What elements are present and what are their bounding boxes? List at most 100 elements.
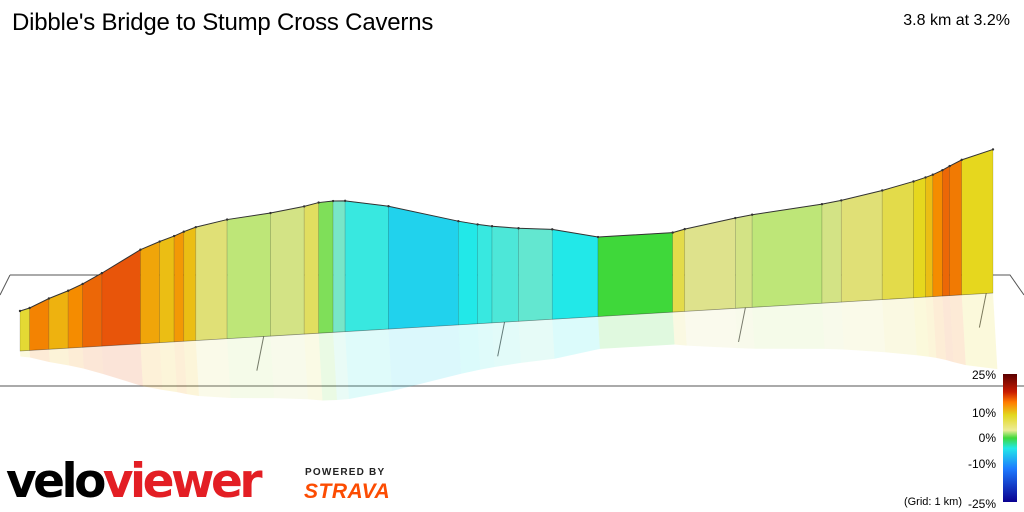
segment-reflection [48,348,70,366]
segment-reflection [882,297,917,356]
segment-reflection [183,340,199,397]
grade-segment [961,149,994,296]
grade-segment [913,177,926,299]
elevation-point [931,173,934,176]
grade-segment [551,228,599,320]
grade-segment [840,190,883,303]
segment-reflection [318,332,337,401]
grade-segment [458,220,478,326]
segment-reflection [518,319,555,363]
elevation-point [172,234,176,238]
legend-label-minus10: -10% [967,457,996,471]
elevation-point [840,199,843,202]
elevation-point [734,216,737,220]
elevation-point [820,202,824,206]
elevation-point [302,205,306,208]
grade-segment [672,228,686,313]
grade-segment [942,165,950,297]
segment-reflection [20,350,31,358]
elevation-point [948,164,951,168]
legend-label-minus25: -25% [967,497,996,511]
segment-reflection [752,303,825,349]
elevation-point [343,199,347,203]
grade-segment [318,200,334,334]
elevation-point [387,205,390,208]
elevation-point [100,271,104,275]
segment-reflection [735,307,755,349]
grade-segment [173,231,185,343]
grade-segment [949,159,962,296]
strava-logo[interactable]: STRAVA [304,480,391,503]
elevation-point [912,180,915,183]
segment-reflection [159,341,178,393]
grade-segment [159,235,175,343]
elevation-point [28,306,31,310]
segment-reflection [949,294,966,366]
elevation-point [991,148,995,151]
elevation-point [941,168,944,172]
segment-reflection [388,324,462,391]
segment-reflection [195,338,231,399]
grade-segment [183,226,197,342]
elevation-point [182,230,185,233]
grade-segment [751,203,823,308]
profile-base-line [19,292,994,352]
segment-reflection [961,293,998,370]
grade-segment [140,241,160,345]
grade-segment [48,290,69,350]
grade-segment [597,232,673,317]
segment-reflection [913,297,929,357]
km-grid-line [978,287,988,328]
elevation-point [517,227,520,230]
grade-gradient-bar [1003,374,1017,502]
ground-plane-left-edge [0,274,11,296]
segment-reflection [458,323,481,374]
elevation-point [671,231,674,234]
segment-reflection [598,312,675,349]
grade-color-scale [1003,374,1017,502]
segment-reflection [552,316,600,359]
grade-segment [734,214,753,309]
legend-label-0: 0% [978,431,996,445]
powered-by-label: POWERED BY [305,467,386,478]
grade-segment [932,169,943,297]
elevation-point [269,211,272,215]
grade-segment [925,174,934,298]
segment-reflection [174,341,187,395]
segment-reflection [227,336,275,399]
segment-reflection [477,322,495,370]
grade-segment [19,307,30,352]
segment-reflection [345,329,393,399]
grade-segment [684,217,736,312]
elevation-line [19,148,994,312]
segment-reflection [101,343,143,387]
grade-segment [67,283,83,349]
grade-segment [344,200,389,332]
grade-segment [195,219,228,341]
legend-label-25: 25% [971,368,996,382]
elevation-point [457,219,460,223]
veloviewer-logo[interactable]: veloviewer [6,447,296,507]
segment-reflection [925,296,937,358]
elevation-point [158,240,161,243]
elevation-point [683,227,686,231]
grade-segment [270,206,305,337]
elevation-point [331,199,335,203]
elevation-point [139,248,142,251]
grade-segment [388,205,459,330]
grade-segment [226,212,271,339]
segment-reflection [270,334,308,400]
grade-segment [477,224,493,325]
segment-reflection [140,342,163,390]
segment-reflection [942,295,954,363]
grade-segment [491,225,519,324]
elevation-point [18,309,22,313]
elevation-point [960,158,963,162]
elevation-point [924,176,927,179]
grade-segment [303,202,319,335]
elevation-point [596,235,600,239]
legend-label-10: 10% [971,406,996,420]
elevation-point [476,223,479,226]
elevation-point [194,225,198,229]
elevation-point [881,189,884,192]
